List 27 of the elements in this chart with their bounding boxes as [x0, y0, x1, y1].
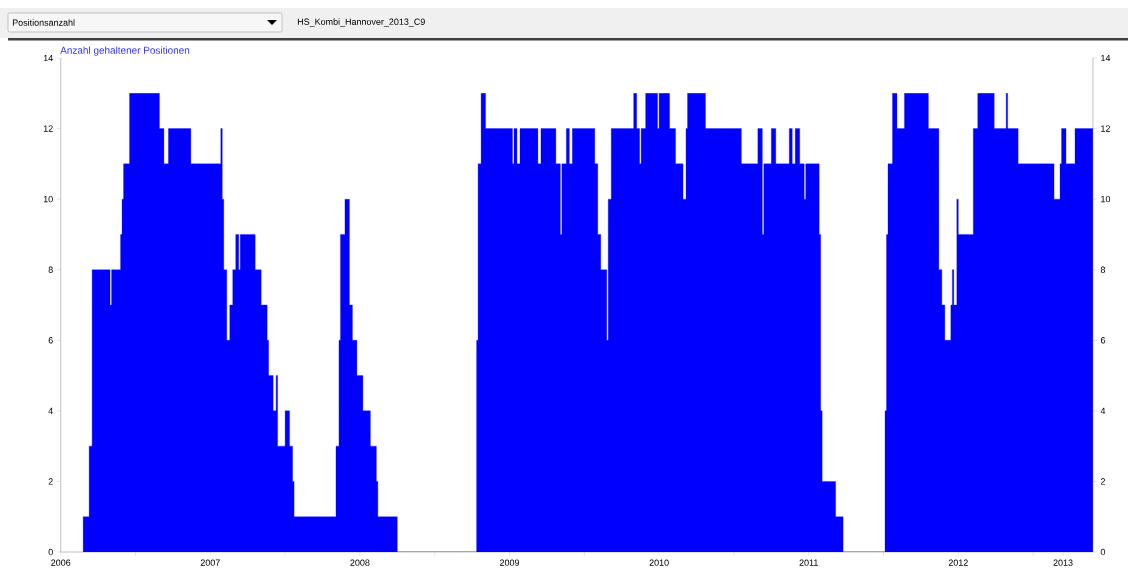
x-tick-label: 2010 [649, 559, 669, 566]
x-tick-label: 2011 [799, 559, 818, 566]
y2-tick-label: 4 [1100, 407, 1106, 414]
y2-tick-label: 0 [1100, 548, 1106, 556]
y2-tick-label: 12 [1101, 125, 1110, 132]
x-tick-label: 2013 [1053, 559, 1073, 566]
y-tick-label: 8 [48, 266, 53, 273]
x-tick-label: 2008 [350, 559, 370, 566]
y-tick-label: 2 [48, 478, 53, 485]
x-tick-label: 2006 [51, 559, 71, 566]
x-tick-label: 2009 [499, 559, 520, 566]
y2-tick-label: 8 [1100, 266, 1106, 273]
y-tick-label: 4 [48, 407, 53, 414]
y2-tick-label: 6 [1100, 337, 1106, 344]
chart-title: Anzahl gehaltener Positionen [60, 46, 190, 56]
text: Positionsanzahl [12, 19, 75, 26]
y-tick-label: 14 [43, 54, 53, 62]
y2-tick-label: 10 [1101, 195, 1111, 203]
x-tick-label: 2007 [200, 559, 220, 566]
x-tick-label: 2012 [948, 559, 968, 566]
y-tick-label: 10 [43, 195, 53, 203]
text: HS_Kombi_Hannover_2013_C9 [297, 18, 425, 27]
y2-tick-label: 14 [1101, 54, 1111, 62]
y-tick-label: 0 [48, 548, 53, 556]
y-tick-label: 6 [48, 337, 53, 344]
y2-tick-label: 2 [1100, 478, 1105, 485]
y-tick-label: 12 [43, 125, 53, 132]
